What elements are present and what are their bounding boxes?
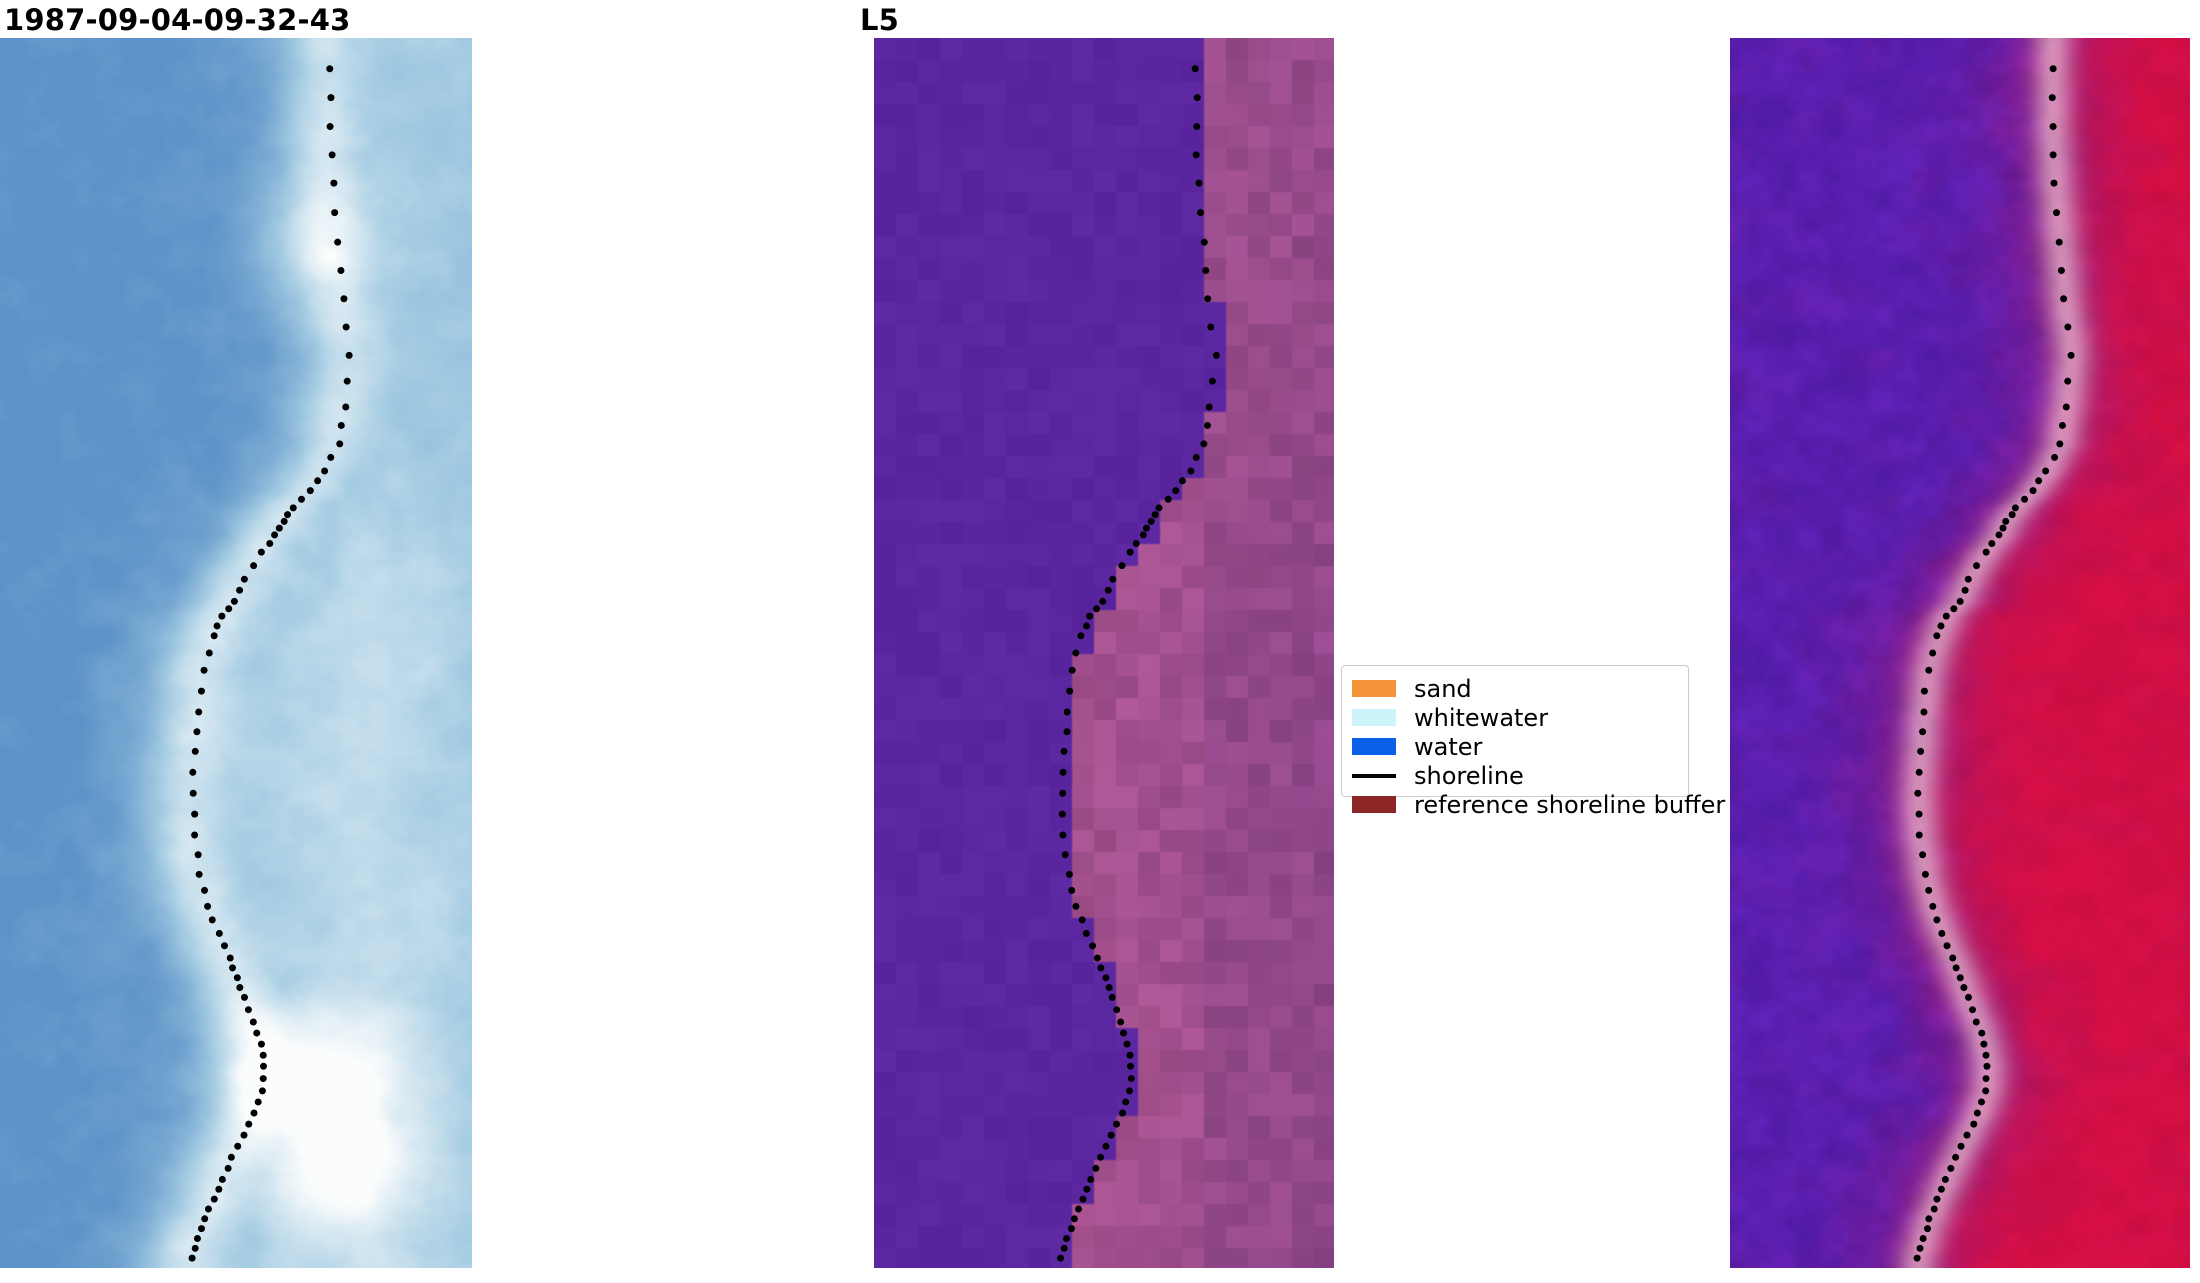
classification-image <box>874 38 1334 1268</box>
legend-label-reference-buffer: reference shoreline buffer <box>1414 790 1726 819</box>
sar-panel[interactable] <box>0 38 472 1268</box>
legend-swatch-reference-buffer <box>1352 796 1396 813</box>
legend-swatch-sand <box>1352 680 1396 697</box>
legend-item-shoreline: shoreline <box>1352 761 1678 790</box>
legend-label-shoreline: shoreline <box>1414 761 1524 790</box>
panel-title-classification: 1987-09-04-09-32-43 <box>4 3 351 37</box>
rgb-composite-image <box>1730 38 2190 1268</box>
legend-item-whitewater: whitewater <box>1352 703 1678 732</box>
legend-label-water: water <box>1414 732 1483 761</box>
legend-item-reference-buffer: reference shoreline buffer <box>1352 790 1725 819</box>
rgb-panel[interactable] <box>1730 38 2190 1268</box>
legend-label-whitewater: whitewater <box>1414 703 1549 732</box>
legend-swatch-shoreline <box>1352 773 1396 778</box>
legend-label-sand: sand <box>1414 674 1472 703</box>
legend-item-water: water <box>1352 732 1678 761</box>
panel-title-l5: L5 <box>860 3 900 37</box>
sar-image <box>0 38 472 1268</box>
legend-swatch-whitewater <box>1352 709 1396 726</box>
legend-swatch-water <box>1352 738 1396 755</box>
legend-item-sand: sand <box>1352 674 1678 703</box>
legend[interactable]: sand whitewater water shoreline referenc… <box>1341 665 1725 817</box>
classification-panel[interactable] <box>874 38 1334 1268</box>
